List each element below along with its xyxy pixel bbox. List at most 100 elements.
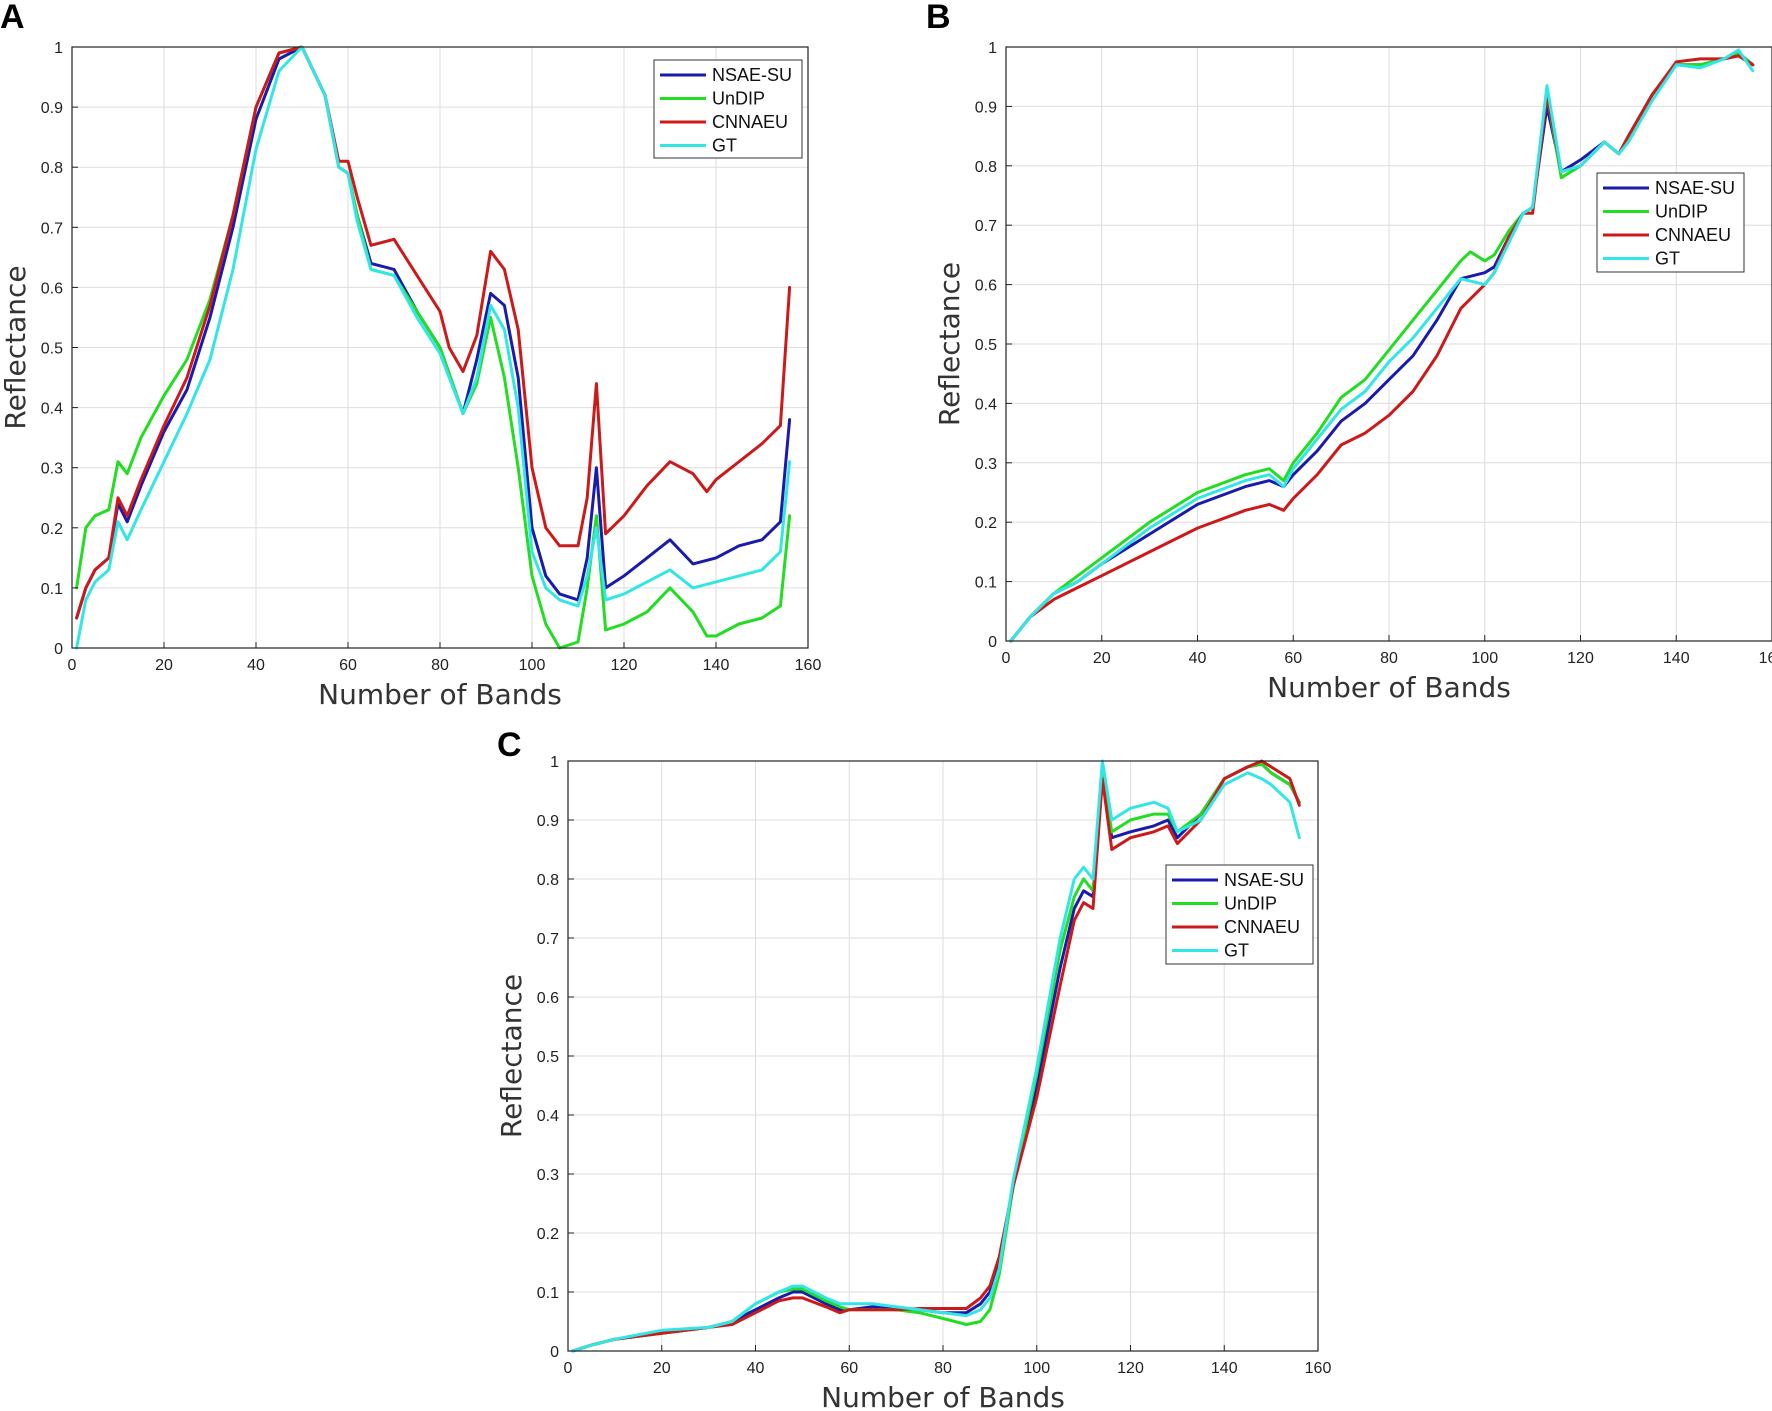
y-tick-label: 1: [54, 40, 63, 57]
y-tick-label: 0.9: [41, 100, 63, 117]
y-tick-label: 0.5: [41, 341, 63, 358]
y-tick-label: 0.2: [537, 1226, 559, 1243]
series-line-nsae-su: [571, 762, 1301, 1353]
y-tick-label: 0.5: [537, 1049, 559, 1066]
x-tick-label: 20: [653, 1360, 671, 1377]
x-axis-label: Number of Bands: [318, 678, 562, 711]
legend-label-gt: GT: [712, 136, 737, 156]
legend-label-nsae-su: NSAE-SU: [712, 65, 792, 85]
x-tick-label: 160: [795, 657, 822, 674]
y-axis-label: Reflectance: [933, 262, 966, 426]
y-tick-label: 0.5: [975, 337, 997, 354]
y-tick-label: 0.9: [537, 813, 559, 830]
x-tick-label: 40: [747, 1360, 765, 1377]
x-tick-label: 20: [155, 657, 173, 674]
x-tick-label: 0: [1002, 650, 1011, 667]
y-tick-label: 0.4: [41, 401, 63, 418]
grid-lines: [567, 760, 1319, 1352]
y-tick-label: 0: [54, 641, 63, 658]
y-tick-label: 0.6: [537, 990, 559, 1007]
y-tick-label: 0.7: [537, 931, 559, 948]
y-tick-label: 0.6: [41, 280, 63, 297]
series-line-gt: [571, 759, 1301, 1353]
y-tick-label: 0.2: [975, 515, 997, 532]
legend-label-gt: GT: [1224, 941, 1249, 961]
series-line-gt: [75, 45, 792, 650]
series-group: [1009, 48, 1755, 643]
x-tick-label: 80: [934, 1360, 952, 1377]
x-tick-label: 60: [1284, 650, 1302, 667]
legend-label-nsae-su: NSAE-SU: [1655, 178, 1735, 198]
x-tick-label: 160: [1759, 650, 1772, 667]
chart-panel-C: 0 20 40 60 80 100 120 140 160 0 0.1 0.2 0.3 0.4 0.5 0.6…: [495, 726, 1331, 1411]
y-tick-label: 0.3: [537, 1167, 559, 1184]
legend: NSAE-SU UnDIP CNNAEU GT: [1596, 172, 1745, 273]
x-tick-label: 140: [1663, 650, 1690, 667]
x-tick-label: 120: [1117, 1360, 1144, 1377]
series-group: [75, 45, 792, 650]
x-tick-label: 120: [1567, 650, 1594, 667]
legend: NSAE-SU UnDIP CNNAEU GT: [653, 59, 803, 159]
y-tick-label: 0.9: [975, 99, 997, 116]
x-axis-label: Number of Bands: [821, 1381, 1065, 1411]
series-line-nsae-su: [1009, 51, 1755, 643]
y-tick-label: 0.1: [975, 575, 997, 592]
panel-label: C: [497, 726, 522, 764]
x-tick-label: 80: [1380, 650, 1398, 667]
y-tick-label: 0.8: [41, 160, 63, 177]
legend-label-gt: GT: [1655, 249, 1680, 269]
y-tick-label: 1: [550, 754, 559, 771]
x-tick-label: 40: [247, 657, 265, 674]
x-axis-label: Number of Bands: [1267, 671, 1511, 704]
legend-label-nsae-su: NSAE-SU: [1224, 870, 1304, 890]
y-tick-label: 0: [988, 634, 997, 651]
legend-label-cnnaeu: CNNAEU: [1655, 225, 1731, 245]
x-tick-label: 100: [1023, 1360, 1050, 1377]
y-tick-label: 0: [550, 1344, 559, 1361]
x-tick-label: 40: [1189, 650, 1207, 667]
y-tick-label: 0.1: [41, 581, 63, 598]
series-line-cnnaeu: [1009, 54, 1755, 643]
series-line-undip: [571, 762, 1301, 1353]
y-tick-label: 0.3: [975, 456, 997, 473]
legend-label-cnnaeu: CNNAEU: [1224, 917, 1300, 937]
x-tick-label: 60: [339, 657, 357, 674]
x-tick-label: 80: [431, 657, 449, 674]
x-tick-label: 140: [1211, 1360, 1238, 1377]
y-axis-label: Reflectance: [495, 974, 528, 1138]
series-line-cnnaeu: [571, 759, 1301, 1353]
y-tick-label: 0.2: [41, 521, 63, 538]
x-tick-label: 0: [564, 1360, 573, 1377]
grid-lines: [71, 46, 809, 649]
chart-panel-B: 0 20 40 60 80 100 120 140 160 0 0.1 0.2 0.3 0.4 0.5 0.6…: [926, 0, 1772, 704]
x-tick-label: 0: [68, 657, 77, 674]
x-tick-label: 100: [519, 657, 546, 674]
legend-label-undip: UnDIP: [712, 89, 765, 109]
x-tick-label: 60: [840, 1360, 858, 1377]
y-tick-label: 0.8: [537, 872, 559, 889]
y-tick-label: 0.4: [537, 1108, 559, 1125]
series-group: [571, 759, 1301, 1353]
y-tick-label: 0.8: [975, 159, 997, 176]
y-tick-label: 0.3: [41, 461, 63, 478]
chart-panel-A: 0 20 40 60 80 100 120 140 160 0 0.1 0.2 0.3 0.4 0.5 0.6…: [0, 0, 821, 711]
x-tick-label: 120: [611, 657, 638, 674]
series-line-gt: [1009, 48, 1755, 643]
y-tick-label: 0.7: [975, 218, 997, 235]
x-tick-label: 100: [1471, 650, 1498, 667]
legend-label-undip: UnDIP: [1655, 202, 1708, 222]
x-tick-label: 140: [703, 657, 730, 674]
panel-label: B: [926, 0, 951, 36]
y-tick-label: 0.4: [975, 396, 997, 413]
x-tick-label: 20: [1093, 650, 1111, 667]
legend-label-undip: UnDIP: [1224, 894, 1277, 914]
y-axis-label: Reflectance: [0, 265, 32, 429]
legend-label-cnnaeu: CNNAEU: [712, 112, 788, 132]
legend: NSAE-SU UnDIP CNNAEU GT: [1165, 864, 1314, 965]
y-tick-label: 0.6: [975, 278, 997, 295]
y-tick-label: 0.1: [537, 1285, 559, 1302]
y-tick-label: 0.7: [41, 220, 63, 237]
panel-label: A: [0, 0, 25, 36]
x-tick-label: 160: [1305, 1360, 1332, 1377]
